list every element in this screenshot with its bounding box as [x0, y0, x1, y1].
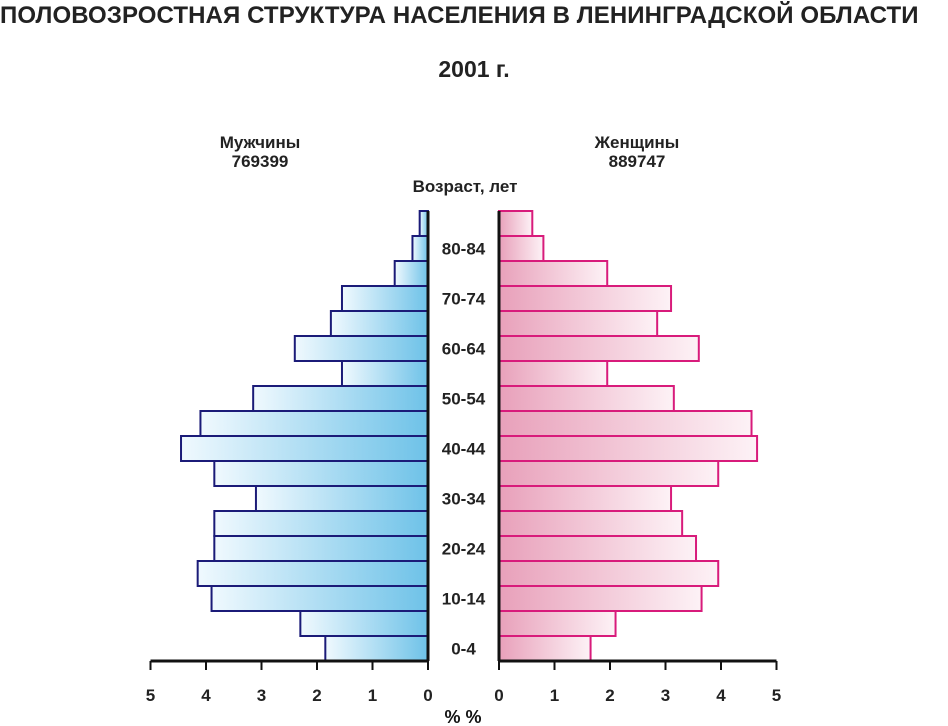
age-label-60-64: 60-64 [442, 340, 486, 359]
male-bar-75-79 [393, 260, 430, 287]
male-tick-label-5: 5 [146, 686, 155, 705]
male-tick-label-2: 2 [312, 686, 321, 705]
age-label-0-4: 0-4 [451, 640, 476, 659]
chart-subtitle: 2001 г. [438, 56, 510, 82]
female-bar-80-84 [498, 235, 545, 262]
male-bar-60-64 [293, 335, 429, 362]
age-label-30-34: 30-34 [442, 490, 486, 509]
male-bar-45-49 [199, 410, 429, 437]
female-bars [498, 210, 759, 662]
male-bar-35-39 [213, 460, 429, 487]
age-label-70-74: 70-74 [442, 290, 486, 309]
male-bar-70-74 [340, 285, 430, 312]
female-bar-15-19 [498, 560, 720, 587]
male-bar-25-29 [213, 510, 429, 537]
male-tick-label-0: 0 [423, 686, 432, 705]
female-bar-0-4 [498, 635, 592, 662]
axes: 0 0 1 1 2 2 3 3 4 4 5 5 [146, 211, 781, 705]
age-label-40-44: 40-44 [442, 440, 486, 459]
female-bar-5-9 [498, 610, 617, 637]
males-total: 769399 [231, 152, 289, 171]
female-tick-label-1: 1 [550, 686, 559, 705]
female-bar-30-34 [498, 485, 673, 512]
males-label: Мужчины [219, 133, 301, 152]
female-tick-label-5: 5 [772, 686, 781, 705]
male-bar-40-44 [180, 435, 429, 462]
page-title: ПОЛОВОЗРОСТНАЯ СТРУКТУРА НАСЕЛЕНИЯ В ЛЕН… [0, 2, 919, 29]
male-bar-50-54 [252, 385, 429, 412]
female-bar-45-49 [498, 410, 753, 437]
male-bar-10-14 [210, 585, 429, 612]
female-bar-35-39 [498, 460, 720, 487]
female-bar-40-44 [498, 435, 759, 462]
female-bar-10-14 [498, 585, 703, 612]
age-axis-label: Возраст, лет [412, 177, 518, 196]
male-bar-20-24 [213, 535, 429, 562]
male-tick-label-3: 3 [257, 686, 266, 705]
female-tick-label-3: 3 [661, 686, 670, 705]
female-bar-20-24 [498, 535, 698, 562]
female-bar-25-29 [498, 510, 684, 537]
male-bar-30-34 [254, 485, 429, 512]
age-labels: 0-4 10-14 20-24 30-34 40-44 50-54 60-64 70-74 80… [442, 240, 486, 659]
male-tick-label-4: 4 [201, 686, 211, 705]
female-bar-65-69 [498, 310, 659, 337]
male-tick-label-1: 1 [368, 686, 377, 705]
age-label-20-24: 20-24 [442, 540, 486, 559]
female-bar-75-79 [498, 260, 609, 287]
female-bar-55-59 [498, 360, 609, 387]
male-bars [180, 210, 430, 662]
female-bar-50-54 [498, 385, 675, 412]
male-bar-5-9 [299, 610, 430, 637]
female-bar-85+ [498, 210, 534, 237]
females-label: Женщины [594, 133, 680, 152]
female-bar-60-64 [498, 335, 700, 362]
x-axis-label: % % [444, 707, 481, 726]
male-bar-80-84 [411, 235, 429, 262]
female-tick-label-0: 0 [494, 686, 503, 705]
female-tick-label-2: 2 [605, 686, 614, 705]
age-label-80-84: 80-84 [442, 240, 486, 259]
male-bar-15-19 [196, 560, 429, 587]
male-bar-55-59 [340, 360, 430, 387]
age-label-10-14: 10-14 [442, 590, 486, 609]
female-bar-70-74 [498, 285, 673, 312]
age-label-50-54: 50-54 [442, 390, 486, 409]
male-bar-65-69 [329, 310, 429, 337]
female-tick-label-4: 4 [716, 686, 726, 705]
male-bar-0-4 [324, 635, 430, 662]
females-total: 889747 [608, 152, 666, 171]
